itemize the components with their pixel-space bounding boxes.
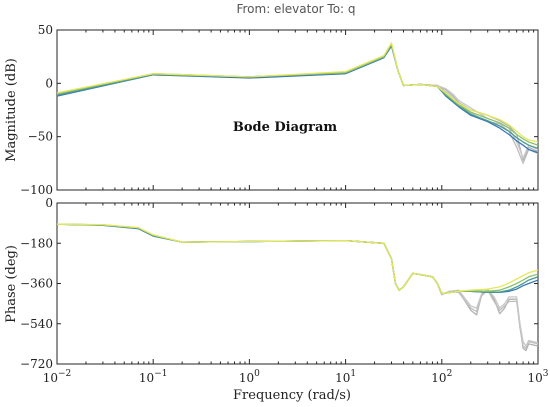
magnitude-series-line-2 <box>57 44 538 159</box>
magnitude-axis-label: Magnitude (dB) <box>4 58 19 162</box>
y-tick-label: −540 <box>20 317 53 331</box>
magnitude-series-line-0 <box>57 44 538 161</box>
x-axis-label: Frequency (rad/s) <box>233 388 351 403</box>
chart-title: From: elevator To: q <box>236 2 355 16</box>
series-group <box>57 42 538 164</box>
plot-frame <box>56 29 539 191</box>
x-tick-label: 103 <box>527 369 548 385</box>
x-tick-label: 100 <box>239 369 260 385</box>
y-tick-label: −100 <box>20 183 53 197</box>
phase-series-line-0 <box>57 223 538 352</box>
magnitude-panel: 50 0 −50 −100 <box>20 23 539 197</box>
phase-axis-label: Phase (deg) <box>4 245 19 323</box>
phase-series-line-1 <box>57 223 538 349</box>
x-tick-label: 10−1 <box>139 369 168 385</box>
x-tick-labels: 10−2 10−1 100 101 102 103 <box>43 369 549 385</box>
phase-panel: 0 −180 −360 −540 −720 <box>20 196 539 371</box>
y-tick-label: 0 <box>45 196 53 210</box>
y-tick-label: −360 <box>20 277 53 291</box>
phase-series-line-3 <box>57 223 538 295</box>
y-tick-label: 0 <box>45 76 53 90</box>
phase-series-line-2 <box>57 223 538 347</box>
y-tick-label: −180 <box>20 236 53 250</box>
magnitude-series-line-3 <box>57 45 538 154</box>
phase-series-line-4 <box>57 223 538 295</box>
x-tick-label: 101 <box>335 369 356 385</box>
magnitude-series-line-6 <box>57 42 538 143</box>
y-tick-label: −720 <box>20 357 53 371</box>
x-tick-label: 102 <box>431 369 452 385</box>
x-tick-label: 10−2 <box>43 369 72 385</box>
bode-diagram-annotation: Bode Diagram <box>233 120 338 135</box>
y-tick-label: 50 <box>38 23 53 37</box>
y-tick-label: −50 <box>28 130 53 144</box>
phase-series-line-5 <box>57 223 538 295</box>
phase-series-line-6 <box>57 223 538 295</box>
series-group <box>57 223 538 352</box>
